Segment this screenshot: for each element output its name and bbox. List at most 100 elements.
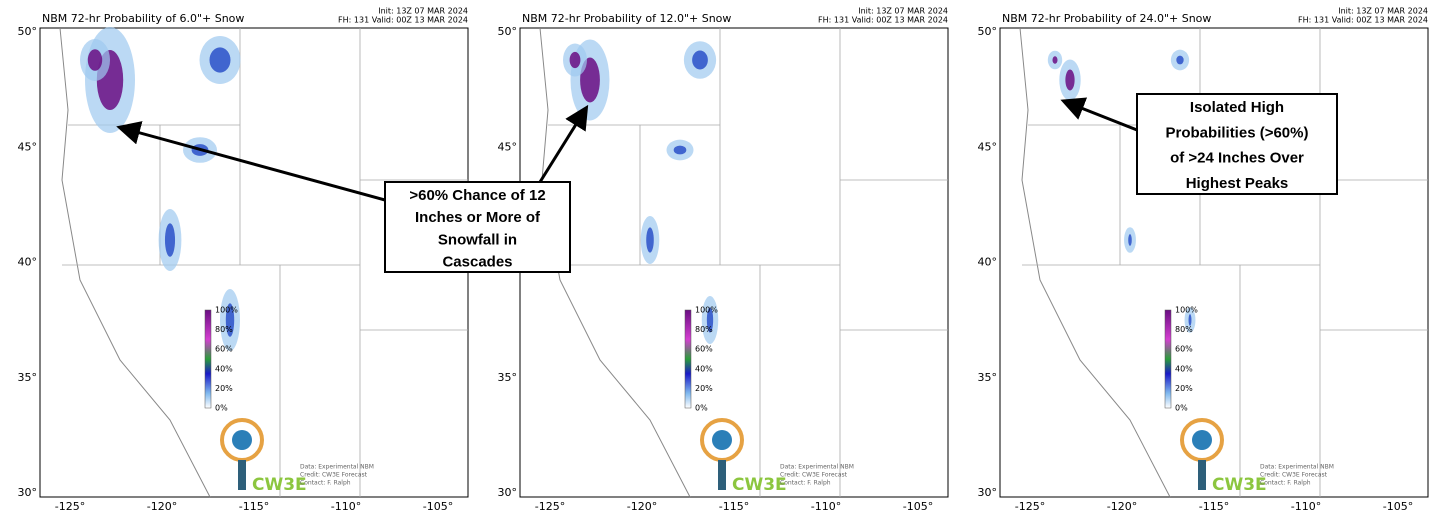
annotation-arrow [116,121,386,202]
colorbar-label: 20% [215,384,233,393]
colorbar-label: 0% [1175,404,1188,413]
colorbar-label: 80% [695,325,713,334]
snow-core [1128,234,1132,246]
annotation-arrow [1060,97,1138,132]
colorbar-label: 60% [215,345,233,354]
lon-label: -120° [147,500,177,513]
colorbar-label: 40% [1175,364,1193,373]
lon-label: -105° [1383,500,1413,513]
annotation-text: Inches or More of [415,209,541,226]
init-time: Init: 13Z 07 MAR 2024 [858,7,948,16]
annotation-text: Isolated High [1190,99,1284,116]
map-title: NBM 72-hr Probability of 6.0"+ Snow [42,12,244,25]
map-title: NBM 72-hr Probability of 12.0"+ Snow [522,12,731,25]
logo-name: CW3E [1212,475,1267,495]
snow-core [1188,314,1192,326]
colorbar-label: 100% [1175,306,1198,315]
map-title: NBM 72-hr Probability of 24.0"+ Snow [1002,12,1211,25]
lon-label: -125° [55,500,85,513]
snow-core [673,145,687,155]
logo-credit: Data: Experimental NBM [1260,464,1334,471]
colorbar-label: 100% [695,306,718,315]
lat-label: 40° [18,256,38,269]
lat-label: 30° [978,486,998,499]
lat-label: 30° [498,486,518,499]
logo-credit: Credit: CW3E Forecast [1260,472,1328,479]
logo-drop [1192,430,1212,450]
annotation-text: Probabilities (>60%) [1166,124,1309,141]
lon-label: -125° [535,500,565,513]
lon-label: -115° [239,500,269,513]
lon-label: -125° [1015,500,1045,513]
colorbar-label: 80% [1175,325,1193,334]
snow-core [209,47,231,73]
lat-label: 40° [978,256,998,269]
logo-credit: Contact: F. Ralph [1260,480,1311,487]
colorbar-label: 20% [695,384,713,393]
annotation-text: of >24 Inches Over [1170,150,1304,167]
lat-label: 35° [498,371,518,384]
logo-credit: Credit: CW3E Forecast [780,472,848,479]
lat-label: 50° [978,25,998,38]
snow-core [87,49,103,71]
coastline [1019,27,1171,498]
lon-label: -115° [719,500,749,513]
logo-stem [238,460,246,490]
state-borders [62,28,468,497]
annotation-box [384,181,571,273]
lat-label: 35° [18,371,38,384]
snow-core [569,51,581,69]
colorbar-label: 60% [695,345,713,354]
lat-label: 45° [498,140,518,153]
snow-core [706,307,714,333]
logo-credit: Contact: F. Ralph [300,480,351,487]
lat-label: 45° [978,140,998,153]
logo-credit: Credit: CW3E Forecast [300,472,368,479]
init-time: Init: 13Z 07 MAR 2024 [1338,7,1428,16]
coastline [59,27,211,498]
map-panel: NBM 72-hr Probability of 12.0"+ Snow Init… [498,7,949,513]
logo-credit: Data: Experimental NBM [780,464,854,471]
init-time: Init: 13Z 07 MAR 2024 [378,7,468,16]
colorbar-label: 40% [695,364,713,373]
logo-drop [232,430,252,450]
logo-stem [718,460,726,490]
map-panel: NBM 72-hr Probability of 24.0"+ Snow Init… [978,7,1429,513]
colorbar-label: 80% [215,325,233,334]
logo-credit: Data: Experimental NBM [300,464,374,471]
annotation-box [1136,93,1338,195]
state-borders [542,28,948,497]
colorbar-label: 100% [215,306,238,315]
coastline [539,27,691,498]
lat-label: 30° [18,486,38,499]
lon-label: -120° [1107,500,1137,513]
colorbar [684,309,692,409]
colorbar-label: 20% [1175,384,1193,393]
lat-label: 35° [978,371,998,384]
snow-core [164,223,176,257]
colorbar-label: 60% [1175,345,1193,354]
lon-label: -105° [903,500,933,513]
snow-core [1065,69,1075,91]
lon-label: -120° [627,500,657,513]
annotation-text: Highest Peaks [1186,175,1289,192]
snow-core [1052,56,1058,64]
snow-core [692,50,708,70]
colorbar-label: 0% [215,404,228,413]
lon-label: -115° [1199,500,1229,513]
snow-core [225,303,235,337]
annotation-text: >60% Chance of 12 [409,187,545,204]
logo-name: CW3E [252,475,307,495]
valid-time: FH: 131 Valid: 00Z 13 MAR 2024 [818,16,948,25]
lon-label: -110° [811,500,841,513]
colorbar-label: 0% [695,404,708,413]
logo-drop [712,430,732,450]
valid-time: FH: 131 Valid: 00Z 13 MAR 2024 [338,16,468,25]
colorbar-label: 40% [215,364,233,373]
snow-core [1176,55,1184,65]
snow-core [646,227,654,253]
colorbar [204,309,212,409]
colorbar [1164,309,1172,409]
logo-name: CW3E [732,475,787,495]
